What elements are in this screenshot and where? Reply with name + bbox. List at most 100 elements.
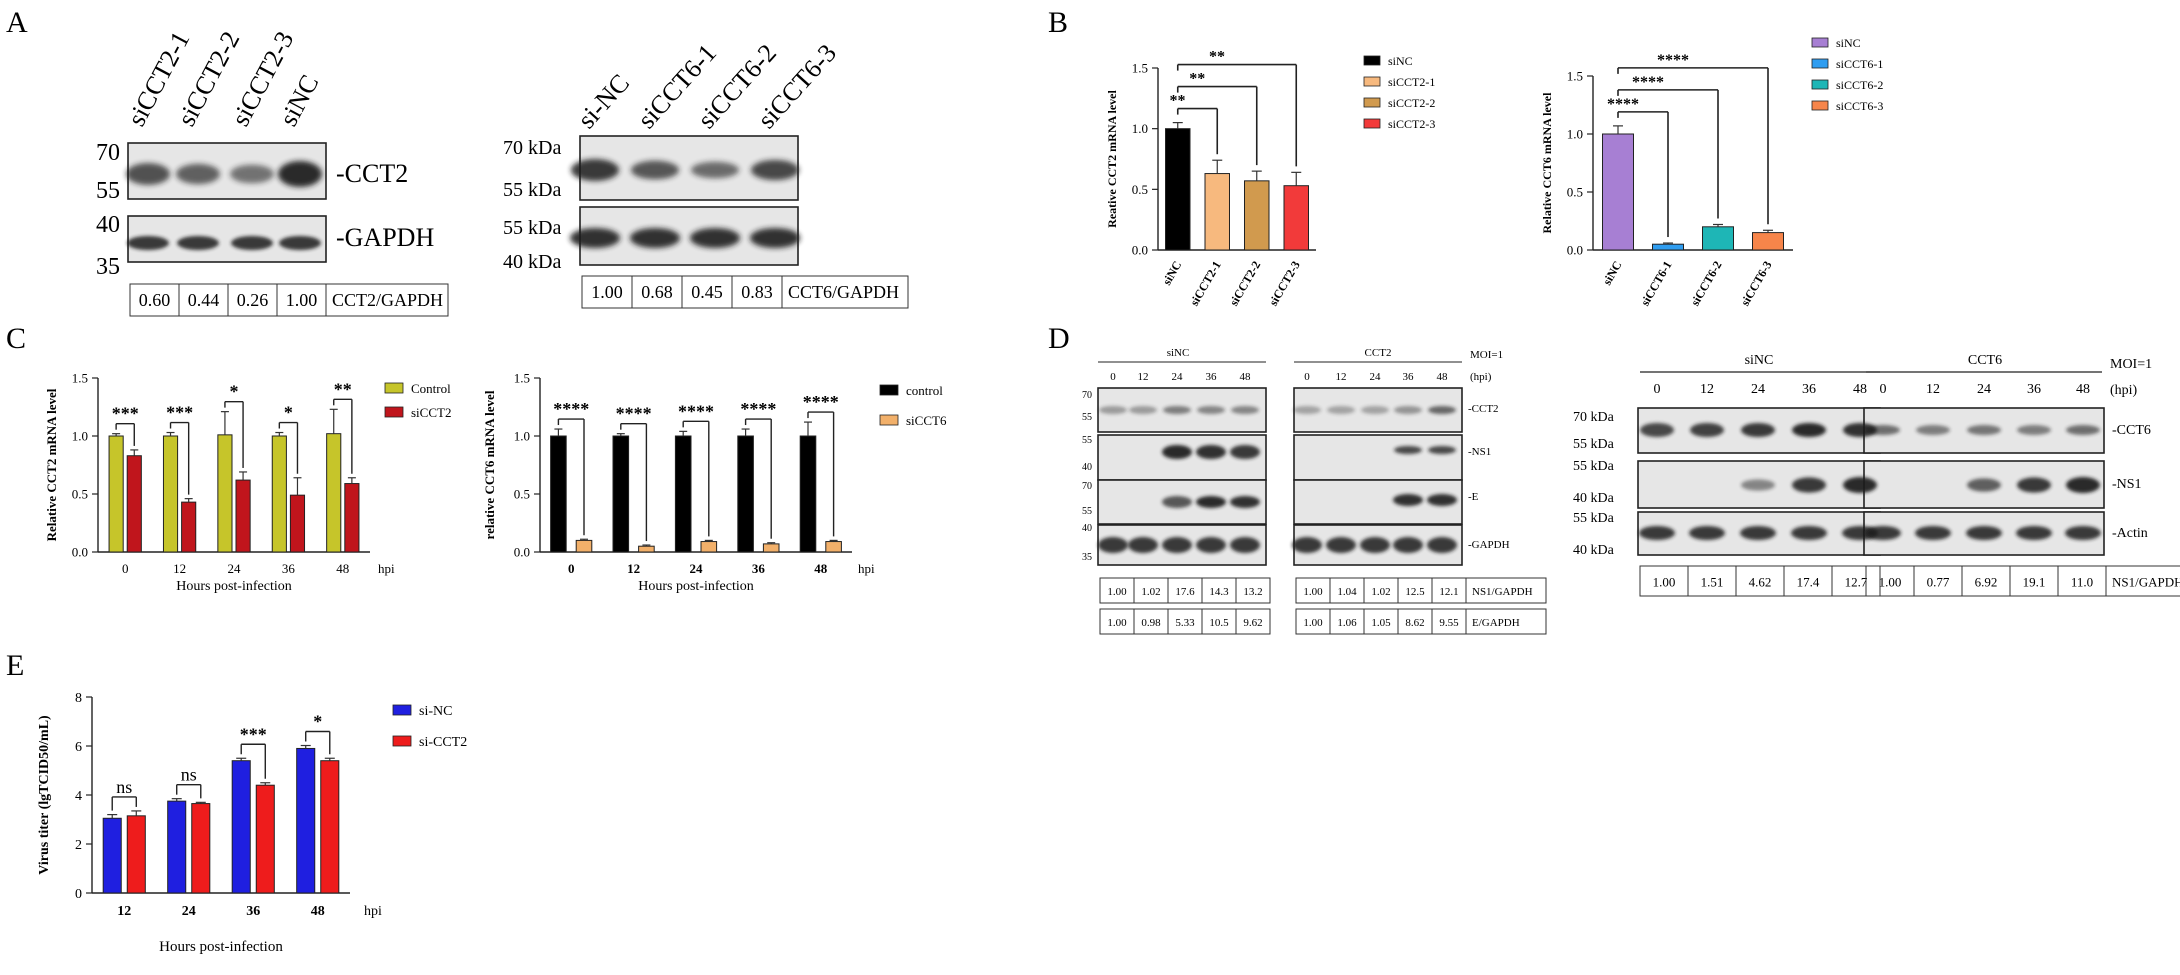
- band-actin: [2065, 526, 2101, 540]
- quant-value: 14.3: [1209, 586, 1229, 598]
- sig-label: ***: [112, 404, 139, 424]
- legend-swatch: [384, 406, 404, 418]
- bar: [320, 760, 340, 894]
- bar: [231, 760, 251, 894]
- row-label: -E: [1468, 491, 1479, 503]
- x-unit-label: hpi: [858, 561, 875, 576]
- bar: [181, 501, 197, 553]
- bar: [737, 435, 754, 553]
- x-tick-label: 36: [752, 561, 766, 576]
- quant-row-ns1-sinc-2: 1.00 1.51 4.62 17.4 12.7: [1639, 565, 1881, 597]
- band-cct2: [1163, 406, 1191, 414]
- quant-cell: [1235, 577, 1271, 604]
- mw-marker: 55: [1082, 412, 1092, 423]
- band-cct6: [2017, 425, 2051, 435]
- band-ns1: [1428, 446, 1456, 454]
- band-cct2: [1231, 406, 1259, 414]
- sig-label: ****: [678, 401, 714, 421]
- quant-value: 12.1: [1439, 586, 1458, 598]
- mw-marker: 40 kDa: [1573, 491, 1615, 506]
- y-tick-label: 1.5: [1132, 61, 1148, 76]
- x-tick-label: siNC: [1600, 259, 1625, 288]
- quant-value: 1.00: [1879, 574, 1902, 589]
- bar: [326, 433, 342, 553]
- band-ns1: [1230, 445, 1260, 459]
- panel-letter-b: B: [1048, 6, 1068, 39]
- timepoint: 48: [1853, 382, 1867, 397]
- bar: [1204, 173, 1230, 251]
- x-unit-label: hpi: [364, 904, 382, 919]
- band-actin: [1639, 526, 1675, 540]
- legend-label: siCCT2: [411, 405, 451, 420]
- legend-swatch: [1811, 58, 1829, 69]
- band-cct6: [1843, 423, 1877, 437]
- x-tick-label: 48: [814, 561, 828, 576]
- sig-label: *: [230, 382, 239, 402]
- quant-cell: [1831, 565, 1881, 597]
- bar: [825, 541, 842, 553]
- mw-marker: 35: [96, 254, 120, 280]
- timepoint: 12: [1926, 382, 1940, 397]
- quant-value: 9.62: [1243, 617, 1262, 629]
- timepoint: 36: [1206, 371, 1218, 383]
- sig-label: **: [1209, 49, 1225, 66]
- band-cct6: [1690, 423, 1724, 437]
- sig-label: ****: [740, 399, 776, 419]
- mw-marker: 70 kDa: [503, 137, 561, 159]
- band-actin: [2016, 526, 2052, 540]
- legend-label: siCCT6-2: [1836, 78, 1883, 92]
- y-tick-label: 0.5: [1132, 182, 1148, 197]
- bar: [1283, 185, 1309, 251]
- quant-value: 19.1: [2023, 574, 2046, 589]
- band-cct6: [1967, 425, 2001, 435]
- sig-label: ns: [116, 777, 132, 797]
- timepoint: 24: [1370, 371, 1382, 383]
- quant-value: 0.98: [1141, 617, 1161, 629]
- sig-label: **: [1189, 71, 1205, 88]
- bar: [1702, 226, 1734, 251]
- sig-label: ****: [616, 404, 652, 424]
- timepoint: 36: [1403, 371, 1415, 383]
- bar: [1244, 180, 1270, 251]
- blot-strip: [1293, 479, 1463, 525]
- band-gapdh: [1230, 537, 1260, 553]
- x-tick-label: 36: [246, 904, 260, 919]
- legend-label: si-NC: [419, 704, 452, 719]
- y-tick-label: 0.0: [72, 545, 88, 560]
- quant-value: 0.45: [691, 282, 723, 302]
- band-gapdh: [1326, 537, 1356, 553]
- y-tick-label: 1.0: [1567, 127, 1583, 142]
- sig-label: **: [1170, 93, 1186, 110]
- quant-label-cell: [325, 283, 449, 317]
- timepoint: 48: [1437, 371, 1449, 383]
- mw-marker: 70: [96, 140, 120, 166]
- band-cct2: [278, 161, 322, 187]
- sig-label: ****: [803, 392, 839, 412]
- quant-row-e-sinc: 1.00 0.98 5.33 10.5 9.62: [1099, 608, 1271, 635]
- timepoint: 48: [1240, 371, 1252, 383]
- y-tick-label: 4: [75, 789, 82, 804]
- band-e: [1162, 496, 1192, 508]
- quant-label: CCT2/GAPDH: [332, 290, 443, 310]
- timepoint: 48: [2076, 382, 2090, 397]
- bar: [271, 435, 287, 553]
- row-label-cct2: -CCT2: [336, 159, 408, 188]
- bar: [217, 434, 233, 553]
- blot-strip: [1637, 511, 1881, 556]
- quant-row-e-cct2: 1.00 1.06 1.05 8.62 9.55 E/GAPDH: [1295, 608, 1547, 635]
- y-tick-label: 1.0: [1132, 121, 1148, 136]
- bar: [638, 545, 655, 553]
- quant-value: 12.7: [1845, 574, 1868, 589]
- mw-marker: 70: [1082, 481, 1092, 492]
- quant-value: 6.92: [1975, 574, 1998, 589]
- row-label: -GAPDH: [1468, 539, 1510, 551]
- band-gapdh: [690, 228, 740, 248]
- band-gapdh: [231, 236, 273, 250]
- y-tick-label: 0.0: [1132, 243, 1148, 258]
- panel-letter-d: D: [1048, 322, 1070, 355]
- legend-swatch: [1363, 55, 1381, 66]
- band-cct2: [1293, 406, 1321, 414]
- quant-label-cell: [1465, 608, 1547, 635]
- legend-label: siNC: [1388, 54, 1413, 68]
- row-label-gapdh: -GAPDH: [336, 223, 434, 252]
